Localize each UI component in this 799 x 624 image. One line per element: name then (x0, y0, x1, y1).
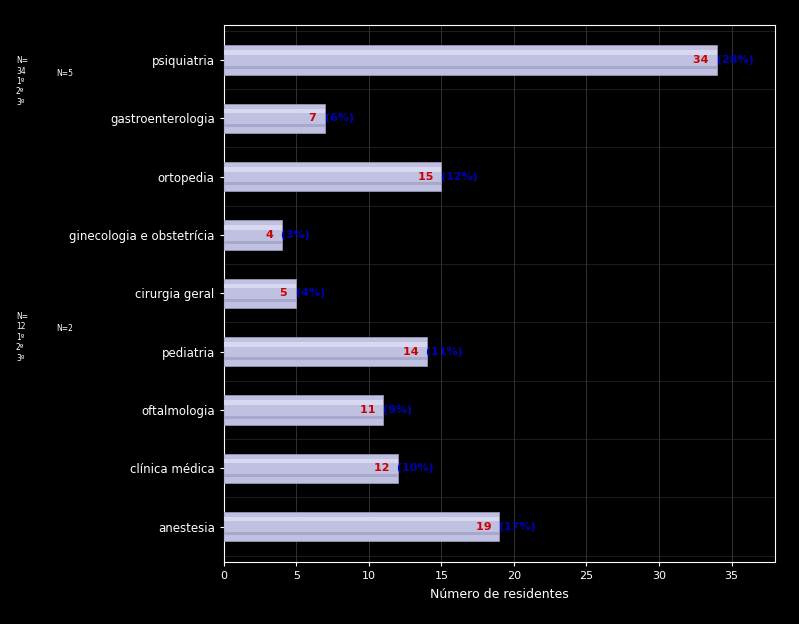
Bar (224, 104, 325, 133)
Bar (224, 66, 717, 69)
Bar (224, 512, 499, 541)
Text: N=
12
1º
2º
3º: N= 12 1º 2º 3º (16, 312, 28, 363)
Bar (224, 299, 296, 302)
Bar (224, 396, 384, 424)
Bar (224, 517, 499, 522)
Bar (224, 167, 441, 172)
Text: 19: 19 (475, 522, 495, 532)
Bar (224, 284, 296, 288)
Bar (224, 51, 717, 55)
Bar (224, 124, 325, 127)
Bar (224, 109, 325, 113)
Bar (224, 162, 441, 191)
Text: 5: 5 (280, 288, 292, 298)
Text: (12%): (12%) (437, 172, 478, 182)
Text: 34: 34 (694, 55, 713, 65)
Bar (224, 46, 717, 74)
Bar (224, 532, 499, 535)
Bar (224, 225, 282, 230)
Bar (224, 182, 441, 185)
Text: 14: 14 (403, 346, 423, 356)
Bar (224, 279, 296, 308)
Text: N=
34
1º
2º
3º: N= 34 1º 2º 3º (16, 56, 28, 107)
Text: N=5: N=5 (56, 69, 73, 77)
Text: (17%): (17%) (495, 522, 536, 532)
Text: 15: 15 (418, 172, 437, 182)
Text: 4: 4 (265, 230, 277, 240)
Bar (224, 454, 398, 483)
Text: (6%): (6%) (321, 114, 354, 124)
Bar (224, 220, 282, 250)
Bar (224, 241, 282, 244)
Text: N=2: N=2 (56, 324, 73, 333)
X-axis label: Número de residentes: Número de residentes (430, 588, 569, 600)
Text: 11: 11 (360, 405, 379, 415)
Bar (224, 337, 427, 366)
Text: (4%): (4%) (292, 288, 325, 298)
Bar (224, 358, 427, 360)
Bar (224, 342, 427, 346)
Text: (9%): (9%) (379, 405, 412, 415)
Text: (3%): (3%) (277, 230, 310, 240)
Text: (11%): (11%) (423, 346, 463, 356)
Bar (224, 474, 398, 477)
Text: 7: 7 (309, 114, 321, 124)
Text: (10%): (10%) (393, 463, 434, 473)
Bar (224, 416, 384, 419)
Text: (28%): (28%) (713, 55, 753, 65)
Bar (224, 459, 398, 463)
Text: 12: 12 (374, 463, 393, 473)
Bar (224, 401, 384, 405)
